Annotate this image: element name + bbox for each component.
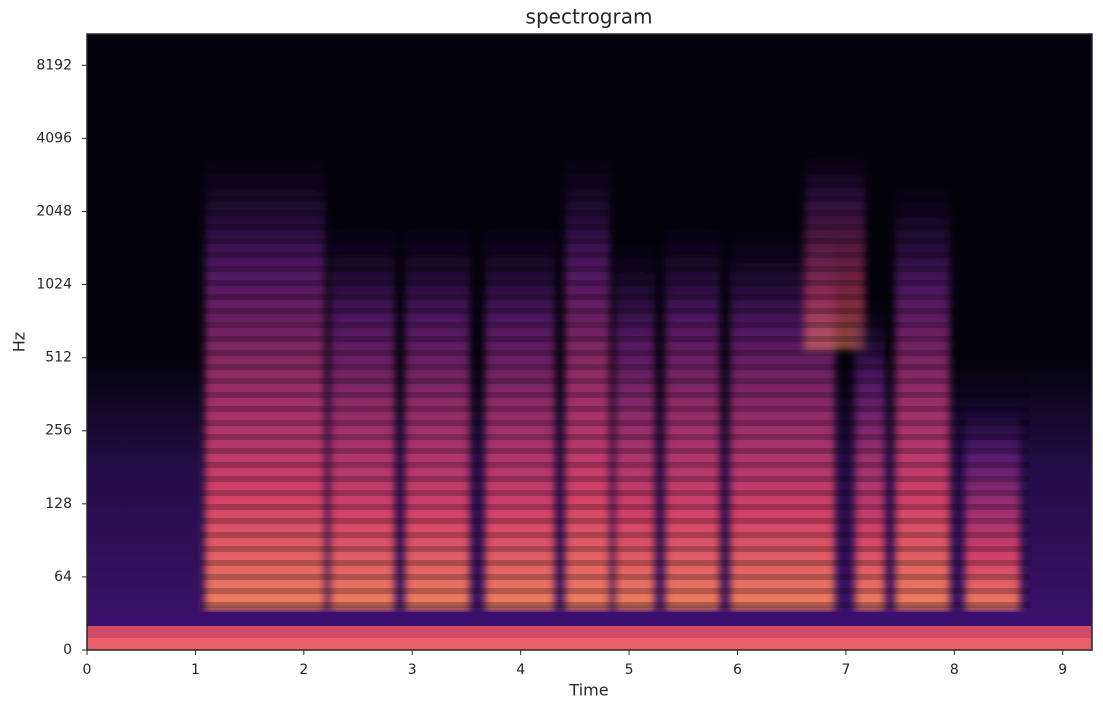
y-tick-label: 8192 [36, 57, 72, 73]
x-tick-label: 5 [625, 662, 634, 678]
y-tick-label: 2048 [36, 203, 72, 219]
y-tick-label: 0 [63, 642, 72, 658]
y-tick-label: 128 [45, 496, 72, 512]
x-tick-label: 1 [191, 662, 200, 678]
y-tick-label: 512 [45, 350, 72, 366]
y-tick-label: 1024 [36, 277, 72, 293]
x-tick-label: 9 [1058, 662, 1067, 678]
x-tick-label: 7 [841, 662, 850, 678]
x-tick-label: 2 [299, 662, 308, 678]
heatmap [87, 34, 1092, 650]
y-tick-label: 64 [54, 569, 72, 585]
x-tick-label: 6 [733, 662, 742, 678]
x-axis-label: Time [568, 681, 608, 700]
x-tick-label: 4 [516, 662, 525, 678]
x-tick-label: 8 [950, 662, 959, 678]
chart-title: spectrogram [526, 5, 653, 29]
y-axis-label: Hz [10, 332, 29, 352]
y-tick-label: 256 [45, 423, 72, 439]
plot-frame [86, 33, 1093, 651]
x-tick-label: 0 [83, 662, 92, 678]
y-tick-label: 4096 [36, 130, 72, 146]
x-tick-label: 3 [408, 662, 417, 678]
